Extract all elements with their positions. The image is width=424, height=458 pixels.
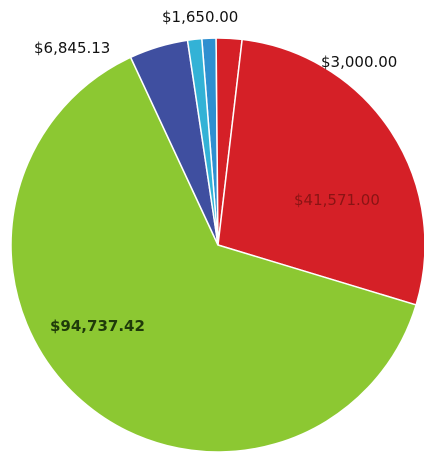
slice-label-94737: $94,737.42 <box>50 317 145 335</box>
slice-label-41571: $41,571.00 <box>294 191 380 209</box>
pie-slice-3 <box>10 56 418 453</box>
pie-slice-5 <box>186 37 219 246</box>
pie-slice-2 <box>217 38 424 306</box>
pie-slices <box>10 37 424 453</box>
slice-label-3000: $3,000.00 <box>321 53 397 71</box>
slice-label-1650: $1,650.00 <box>162 8 238 26</box>
pie-labels: $1,650.00 $3,000.00 $41,571.00 $94,737.4… <box>34 8 397 335</box>
slice-label-6845: $6,845.13 <box>34 39 110 57</box>
